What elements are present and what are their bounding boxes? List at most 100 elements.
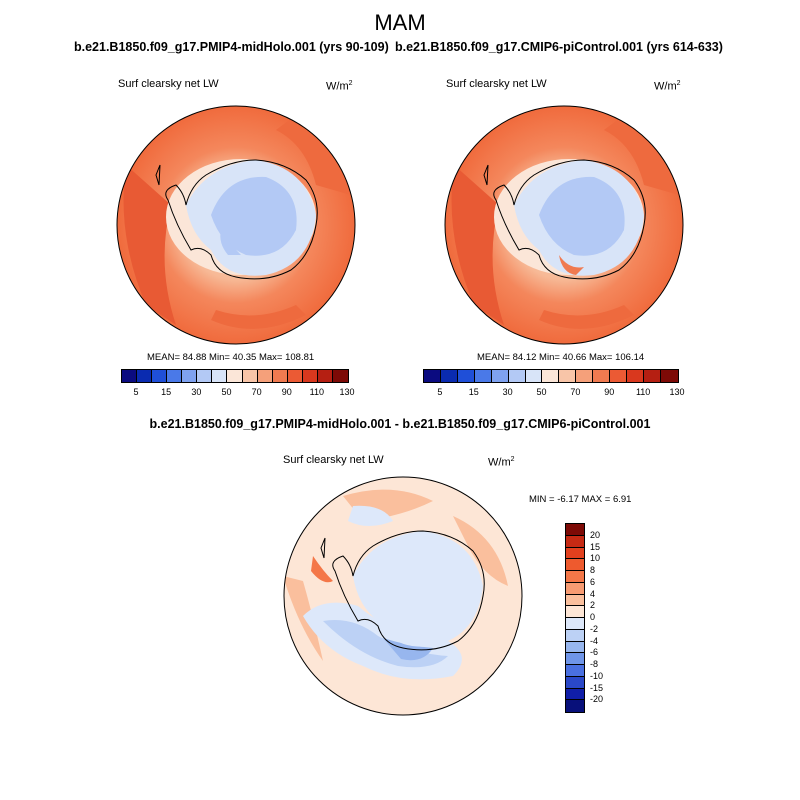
colorbar-swatch xyxy=(242,370,258,382)
stats-right: MEAN= 84.12 Min= 40.66 Max= 106.14 xyxy=(477,352,645,363)
colorbar-tick-label: 6 xyxy=(590,576,596,587)
antarctica-coastline xyxy=(165,159,318,280)
colorbar-swatch xyxy=(424,370,441,382)
map-difference xyxy=(283,476,523,716)
colorbar-tick-label: 5 xyxy=(437,387,443,397)
colorbar-tick-label: 15 xyxy=(468,387,479,397)
colorbar-tick-label: 50 xyxy=(536,387,547,397)
colorbar-swatch xyxy=(272,370,288,382)
colorbar-swatch xyxy=(566,700,584,712)
colorbar-swatch xyxy=(287,370,303,382)
case-title-left: b.e21.B1850.f09_g17.PMIP4-midHolo.001 (y… xyxy=(74,40,389,54)
antarctica-coastline xyxy=(493,159,646,280)
colorbar-swatch xyxy=(643,370,661,382)
colorbar-swatch xyxy=(566,582,584,595)
colorbar-swatch xyxy=(491,370,509,382)
south-america-tip xyxy=(483,164,489,186)
colorbar-swatch xyxy=(122,370,138,382)
colorbar-swatch xyxy=(566,665,584,677)
low-lw-region xyxy=(539,176,625,256)
colorbar-tick-label: -20 xyxy=(590,694,604,705)
colorbar-tick-label: -2 xyxy=(590,623,599,634)
colorbar-swatch xyxy=(137,370,153,382)
high-lw-region xyxy=(276,115,351,195)
colorbar-left xyxy=(121,369,349,383)
colorbar-tick-label: 4 xyxy=(590,588,596,599)
colorbar-swatch xyxy=(559,370,577,382)
high-lw-region xyxy=(123,165,176,325)
colorbar-swatch xyxy=(302,370,318,382)
colorbar-tick-label: 30 xyxy=(502,387,513,397)
colorbar-swatch xyxy=(332,370,348,382)
colorbar-tick-label: 90 xyxy=(281,387,292,397)
colorbar-swatch xyxy=(474,370,492,382)
colorbar-tick-label: 90 xyxy=(604,387,615,397)
map-boundary xyxy=(116,105,356,345)
colorbar-swatch xyxy=(593,370,611,382)
south-america-tip xyxy=(320,537,326,559)
colorbar-swatch xyxy=(610,370,628,382)
colorbar-swatch xyxy=(566,524,584,536)
colorbar-swatch xyxy=(227,370,243,382)
positive-anomaly xyxy=(284,576,323,661)
colorbar-difference xyxy=(565,523,585,713)
colorbar-swatch xyxy=(566,547,584,560)
difference-title: b.e21.B1850.f09_g17.PMIP4-midHolo.001 - … xyxy=(149,417,651,431)
colorbar-tick-label: 15 xyxy=(161,387,172,397)
colorbar-swatch xyxy=(152,370,168,382)
season-title: MAM xyxy=(374,10,426,35)
colorbar-swatch xyxy=(660,370,678,382)
colorbar-right xyxy=(423,369,679,383)
variable-label-diff: Surf clearsky net LW xyxy=(283,454,384,466)
map-right xyxy=(444,105,684,345)
colorbar-tick-label: 130 xyxy=(669,387,685,397)
high-lw-region xyxy=(211,305,306,329)
colorbar-swatch xyxy=(167,370,183,382)
colorbar-swatch xyxy=(212,370,228,382)
antarctica-fill xyxy=(353,531,483,647)
high-lw-region xyxy=(604,115,679,195)
antarctica-coastline xyxy=(332,530,485,651)
negative-anomaly xyxy=(348,505,393,526)
colorbar-swatch xyxy=(566,676,584,689)
colorbar-tick-label: 110 xyxy=(309,387,325,397)
colorbar-tick-label: 70 xyxy=(570,387,581,397)
variable-label-left: Surf clearsky net LW xyxy=(118,78,219,90)
colorbar-swatch xyxy=(542,370,560,382)
map-boundary xyxy=(444,105,684,345)
colorbar-tick-label: -10 xyxy=(590,670,604,681)
units-label-left: W/m2 xyxy=(326,80,353,93)
colorbar-tick-label: 130 xyxy=(339,387,355,397)
colorbar-swatch xyxy=(627,370,644,382)
colorbar-swatch xyxy=(566,629,584,642)
colorbar-swatch xyxy=(525,370,543,382)
colorbar-swatch xyxy=(566,653,584,665)
stats-left: MEAN= 84.88 Min= 40.35 Max= 108.81 xyxy=(147,352,315,363)
colorbar-swatch xyxy=(566,594,584,607)
colorbar-swatch xyxy=(566,535,584,548)
colorbar-swatch xyxy=(566,641,584,654)
colorbar-swatch xyxy=(197,370,213,382)
colorbar-tick-label: 10 xyxy=(590,553,601,564)
colorbar-tick-label: 2 xyxy=(590,600,596,611)
south-america-tip xyxy=(155,164,161,186)
colorbar-tick-label: -8 xyxy=(590,659,599,669)
positive-anomaly xyxy=(453,516,508,586)
colorbar-swatch xyxy=(566,688,584,701)
high-lw-region xyxy=(539,305,634,329)
colorbar-tick-label: 8 xyxy=(590,565,596,575)
colorbar-swatch xyxy=(257,370,273,382)
stats-diff: MIN = -6.17 MAX = 6.91 xyxy=(529,494,632,505)
colorbar-swatch xyxy=(440,370,458,382)
colorbar-swatch xyxy=(576,370,594,382)
units-label-right: W/m2 xyxy=(654,80,681,93)
colorbar-swatch xyxy=(566,559,584,571)
colorbar-swatch xyxy=(508,370,526,382)
colorbar-swatch xyxy=(566,571,584,583)
colorbar-swatch xyxy=(317,370,333,382)
colorbar-swatch xyxy=(566,606,584,618)
colorbar-tick-label: 0 xyxy=(590,612,596,622)
colorbar-tick-label: -4 xyxy=(590,635,599,646)
colorbar-tick-label: -6 xyxy=(590,647,599,658)
colorbar-tick-label: 5 xyxy=(133,387,139,397)
